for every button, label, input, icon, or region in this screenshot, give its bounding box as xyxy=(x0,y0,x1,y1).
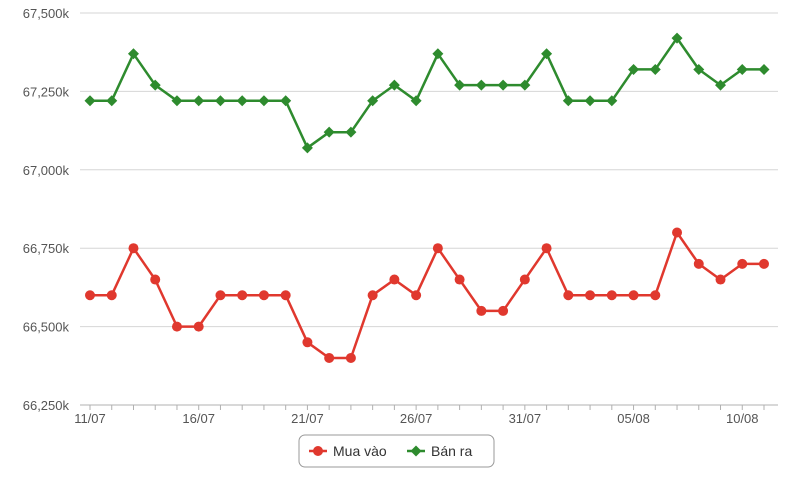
data-point[interactable] xyxy=(498,305,509,316)
data-point[interactable] xyxy=(736,63,748,75)
legend-item-1[interactable]: Mua vào xyxy=(333,443,387,459)
data-point[interactable] xyxy=(345,126,357,138)
data-point[interactable] xyxy=(280,95,292,107)
data-point[interactable] xyxy=(302,337,313,348)
data-point[interactable] xyxy=(389,274,400,285)
data-point[interactable] xyxy=(432,243,443,254)
data-point[interactable] xyxy=(715,274,726,285)
data-point[interactable] xyxy=(737,258,748,269)
data-point[interactable] xyxy=(693,63,705,75)
data-point[interactable] xyxy=(519,79,531,91)
data-point[interactable] xyxy=(650,290,661,301)
legend[interactable]: Mua vào Bán ra xyxy=(298,434,495,468)
data-point[interactable] xyxy=(454,274,465,285)
data-point[interactable] xyxy=(628,63,640,75)
data-point[interactable] xyxy=(106,290,117,301)
data-point[interactable] xyxy=(476,305,487,316)
data-point[interactable] xyxy=(693,258,704,269)
series-group xyxy=(84,32,770,363)
legend-item-2[interactable]: Bán ra xyxy=(431,443,472,459)
x-axis: 11/07 16/07 21/07 26/07 31/07 05/08 10/08 xyxy=(74,404,778,426)
data-point[interactable] xyxy=(301,142,313,154)
data-point[interactable] xyxy=(171,95,183,107)
data-point[interactable] xyxy=(214,95,226,107)
data-point[interactable] xyxy=(324,352,335,363)
y-axis: 66,250k 66,500k 66,750k 67,000k 67,250k 67,50… xyxy=(23,6,70,413)
x-tick-label: 05/08 xyxy=(617,411,650,426)
data-point[interactable] xyxy=(85,290,95,301)
data-point[interactable] xyxy=(193,95,205,107)
data-point[interactable] xyxy=(127,48,139,60)
data-point[interactable] xyxy=(759,258,769,269)
data-point[interactable] xyxy=(715,79,727,91)
data-point[interactable] xyxy=(258,95,270,107)
data-point[interactable] xyxy=(236,95,248,107)
data-point[interactable] xyxy=(672,227,683,238)
data-point[interactable] xyxy=(628,290,639,301)
data-point[interactable] xyxy=(475,79,487,91)
data-point[interactable] xyxy=(388,79,400,91)
data-point[interactable] xyxy=(367,290,378,301)
data-point[interactable] xyxy=(541,243,552,254)
series-line-1 xyxy=(90,231,764,360)
data-point[interactable] xyxy=(671,32,683,44)
series-line-2 xyxy=(90,36,764,150)
x-tick-label: 10/08 xyxy=(726,411,759,426)
x-tick-label: 26/07 xyxy=(400,411,433,426)
data-point[interactable] xyxy=(584,95,596,107)
data-point[interactable] xyxy=(84,95,96,107)
data-point[interactable] xyxy=(606,95,618,107)
data-point[interactable] xyxy=(258,290,269,301)
x-tick-label: 21/07 xyxy=(291,411,324,426)
y-tick-label: 66,750k xyxy=(23,241,70,256)
x-tick-label: 16/07 xyxy=(182,411,215,426)
data-point[interactable] xyxy=(541,48,553,60)
data-point[interactable] xyxy=(323,126,335,138)
data-point[interactable] xyxy=(606,290,617,301)
data-point[interactable] xyxy=(563,290,574,301)
data-point[interactable] xyxy=(649,63,661,75)
legend-marker xyxy=(410,445,422,457)
data-point[interactable] xyxy=(193,321,204,332)
legend-marker xyxy=(313,446,323,456)
data-point[interactable] xyxy=(519,274,530,285)
data-point[interactable] xyxy=(758,63,770,75)
data-point[interactable] xyxy=(237,290,248,301)
legend-box xyxy=(298,434,495,468)
data-point[interactable] xyxy=(367,95,379,107)
x-tick-label: 11/07 xyxy=(74,411,106,426)
data-point[interactable] xyxy=(128,243,139,254)
y-tick-label: 67,500k xyxy=(23,6,70,21)
data-point[interactable] xyxy=(411,290,422,301)
x-tick-label: 31/07 xyxy=(509,411,542,426)
data-point[interactable] xyxy=(562,95,574,107)
data-point[interactable] xyxy=(150,274,161,285)
data-point[interactable] xyxy=(432,48,444,60)
data-point[interactable] xyxy=(345,352,356,363)
y-tick-label: 66,250k xyxy=(23,398,70,413)
y-tick-label: 67,000k xyxy=(23,163,70,178)
data-point[interactable] xyxy=(410,95,422,107)
data-point[interactable] xyxy=(215,290,226,301)
data-point[interactable] xyxy=(280,290,291,301)
data-point[interactable] xyxy=(497,79,509,91)
y-tick-label: 66,500k xyxy=(23,320,70,335)
data-point[interactable] xyxy=(149,79,161,91)
data-point[interactable] xyxy=(106,95,118,107)
data-point[interactable] xyxy=(454,79,466,91)
data-point[interactable] xyxy=(585,290,596,301)
data-point[interactable] xyxy=(171,321,182,332)
y-tick-label: 67,250k xyxy=(23,84,70,99)
